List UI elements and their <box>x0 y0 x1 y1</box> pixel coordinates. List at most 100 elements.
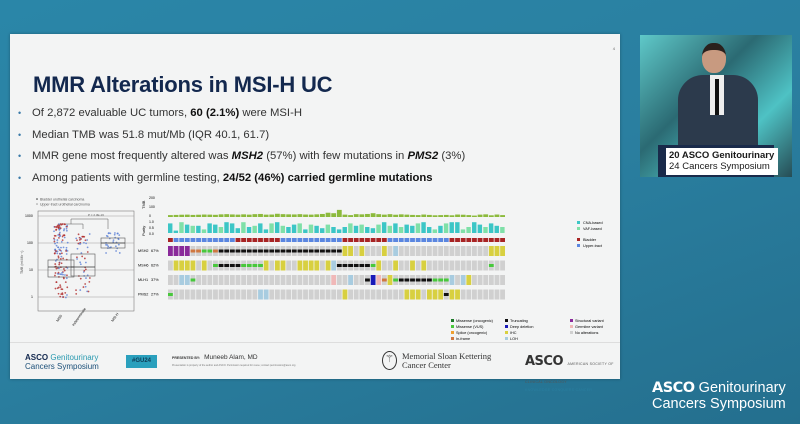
cohort-cell <box>173 238 179 242</box>
cohort-cell <box>308 238 314 242</box>
oncoprint-cell <box>235 275 241 285</box>
tmb-label: TMB <box>141 200 146 209</box>
mutation-mark <box>432 278 438 282</box>
data-point <box>63 268 65 270</box>
data-point <box>75 237 78 240</box>
tmb-bar <box>179 214 185 217</box>
oncoprint-cell <box>280 289 286 300</box>
data-point <box>57 271 60 274</box>
tmb-bar <box>258 213 263 217</box>
tmb-bar <box>252 214 258 217</box>
data-point <box>66 225 68 228</box>
oncoprint-cell <box>325 275 331 285</box>
data-point <box>58 267 60 270</box>
cohort-cell <box>218 238 224 242</box>
mskcc-icon: ⚚ <box>382 351 397 370</box>
oncoprint-cell <box>173 260 179 271</box>
speaker <box>678 43 758 155</box>
oncoprint-cell <box>460 275 466 285</box>
bullet-1: Of 2,872 evaluable UC tumors, 60 (2.1%) … <box>18 103 465 125</box>
tmb-bar <box>286 214 292 217</box>
oncoprint-cell <box>432 260 438 271</box>
mutation-mark <box>213 264 218 267</box>
oncoprint-cell <box>308 289 314 300</box>
purity-tick: 0.5 <box>149 226 154 230</box>
oncoprint-cell <box>393 246 399 256</box>
tmb-tick: 0 <box>149 214 151 218</box>
purity-tick: 1.0 <box>149 220 154 224</box>
page-number: 4 <box>612 46 615 51</box>
bullet-4: Among patients with germline testing, 24… <box>18 168 465 190</box>
oncoprint-cell <box>472 289 477 300</box>
oncoprint-cell <box>218 275 224 285</box>
cohort-cell <box>365 238 370 242</box>
oncoprint-cell <box>241 289 247 300</box>
purity-bar <box>303 229 308 233</box>
tmb-bar <box>218 214 224 217</box>
tmb-bar <box>308 214 314 217</box>
data-point <box>55 267 58 270</box>
box-indeterminate <box>70 253 96 277</box>
oncoprint-cell <box>460 260 466 271</box>
data-point <box>60 273 63 276</box>
purity-bar <box>173 230 179 233</box>
data-point <box>60 246 62 249</box>
legend-label: Splice (oncogenic) <box>456 331 488 335</box>
tmb-bar <box>494 214 500 217</box>
data-point <box>55 250 58 253</box>
cohort-cell <box>455 238 460 242</box>
mutation-mark <box>218 249 224 253</box>
oncoprint-cell <box>348 275 353 285</box>
oncoprint-cell <box>229 289 235 300</box>
oncoprint-cell <box>213 289 218 300</box>
legend-swatch <box>451 319 454 322</box>
purity-bar <box>218 227 224 233</box>
legend-label: Upper-tract <box>583 244 603 248</box>
mutation-mark <box>336 264 342 267</box>
data-point <box>65 253 68 255</box>
oncoprint-cell <box>173 246 179 256</box>
data-point <box>77 233 80 236</box>
oncoprint-cell <box>331 260 337 271</box>
cohort-cell <box>359 238 365 242</box>
purity-bar <box>421 222 426 233</box>
y-axis-label: TMB (mt Mb⁻¹) <box>20 251 24 274</box>
data-point <box>84 283 87 285</box>
oncoprint-cell <box>291 275 297 285</box>
cohort-cell <box>443 238 449 242</box>
oncoprint-cell <box>477 246 483 256</box>
oncoprint-cell <box>415 260 421 271</box>
purity-bar <box>381 222 387 233</box>
data-point <box>76 256 78 259</box>
oncoprint-cell <box>342 246 348 256</box>
mutation-mark <box>398 278 404 282</box>
oncoprint-cell <box>488 275 494 285</box>
cohort-cell <box>500 238 505 242</box>
cohort-cell <box>387 238 393 242</box>
data-point <box>75 292 78 295</box>
purity-bar <box>190 225 195 233</box>
legend-swatch <box>505 337 508 340</box>
data-point <box>62 246 65 249</box>
cohort-cell <box>353 238 359 242</box>
oncoprint-cell <box>286 275 292 285</box>
oncoprint-cell <box>494 289 500 300</box>
tmb-bar <box>426 214 432 217</box>
purity-bar <box>393 223 398 233</box>
cohort-cell <box>398 238 404 242</box>
oncoprint-cell <box>483 275 489 285</box>
data-point <box>85 277 87 279</box>
oncoprint-cell <box>353 246 359 256</box>
cohort-cell <box>179 238 185 242</box>
data-point <box>64 281 67 284</box>
data-point <box>60 255 63 258</box>
oncoprint-cell <box>494 260 500 271</box>
data-point <box>105 243 107 246</box>
data-point <box>57 255 60 258</box>
gene-pct: 67% <box>151 249 159 253</box>
data-point <box>57 246 60 249</box>
oncoprint-cell <box>398 289 404 300</box>
oncoprint-cell <box>190 289 196 300</box>
data-point <box>109 232 112 235</box>
